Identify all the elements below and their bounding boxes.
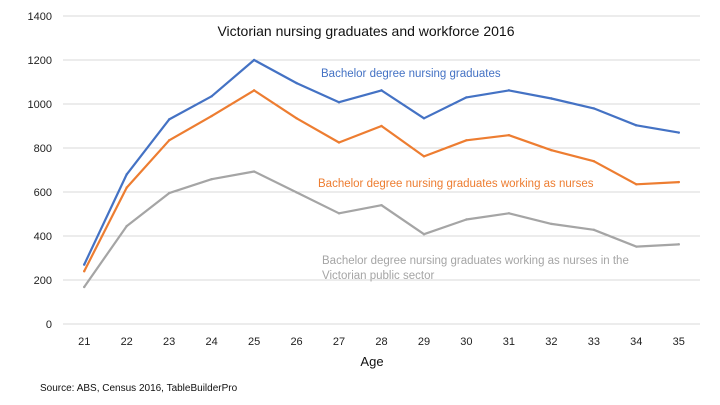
y-tick-label: 0 (46, 319, 52, 331)
data-point (465, 139, 468, 142)
x-tick-label: 27 (333, 336, 345, 348)
data-point (295, 117, 298, 120)
data-point (252, 89, 256, 92)
source-note: Source: ABS, Census 2016, TableBuilderPr… (40, 383, 238, 394)
x-tick-label: 25 (248, 336, 260, 348)
x-tick-label: 28 (375, 336, 387, 348)
series-label-line: Victorian public sector (322, 270, 434, 282)
data-point (295, 81, 298, 85)
data-point (337, 212, 341, 215)
data-point (550, 149, 553, 152)
x-tick-label: 26 (290, 336, 302, 348)
data-point (635, 245, 638, 248)
series-label-line: Bachelor degree nursing graduates workin… (322, 255, 629, 267)
data-point (380, 124, 383, 128)
y-tick-label: 800 (34, 143, 52, 155)
data-point (125, 173, 128, 176)
y-tick-label: 600 (34, 187, 52, 199)
y-tick-label: 200 (34, 275, 52, 287)
series-label-line: Bachelor degree nursing graduates (321, 68, 501, 80)
x-tick-labels: 21 22 23 24 25 26 27 28 29 30 31 32 33 34 35 (78, 336, 685, 348)
x-tick-label: 22 (121, 336, 133, 348)
data-point (465, 218, 468, 221)
data-point (677, 131, 680, 134)
data-point (167, 139, 171, 142)
x-tick-label: 30 (460, 336, 472, 348)
x-tick-label: 24 (206, 336, 218, 348)
data-point (252, 58, 256, 62)
data-point (550, 222, 553, 226)
data-point (210, 95, 213, 98)
x-tick-label: 23 (163, 336, 175, 348)
x-tick-label: 32 (545, 336, 557, 348)
series-lines (83, 58, 680, 289)
data-point (635, 124, 638, 127)
data-point (677, 243, 680, 246)
series-label-line: Bachelor degree nursing graduates workin… (318, 178, 594, 190)
data-point (550, 97, 553, 100)
series-labels: Bachelor degree nursing graduates Bachelo… (318, 68, 629, 282)
series-label-2: Bachelor degree nursing graduates workin… (318, 178, 594, 190)
data-point (592, 107, 596, 110)
data-point (210, 114, 213, 118)
y-tick-label: 1200 (28, 55, 52, 67)
x-tick-label: 33 (588, 336, 600, 348)
data-point (83, 263, 86, 266)
data-point (167, 118, 171, 121)
y-tick-label: 400 (34, 231, 52, 243)
data-point (210, 178, 213, 181)
data-point (422, 155, 426, 158)
data-point (635, 183, 638, 186)
data-point (507, 89, 511, 92)
data-point (380, 89, 383, 92)
x-tick-label: 29 (418, 336, 430, 348)
data-point (125, 224, 128, 228)
x-tick-label: 31 (503, 336, 515, 348)
data-point (167, 191, 171, 195)
data-point (592, 228, 596, 232)
data-point (677, 180, 680, 184)
y-tick-labels: 0 200 400 600 800 1000 1200 1400 (28, 11, 52, 331)
y-tick-label: 1000 (28, 99, 52, 111)
series-label-1: Bachelor degree nursing graduates (321, 68, 501, 80)
data-point (422, 233, 426, 236)
x-axis-label: Age (360, 354, 383, 369)
data-point (83, 270, 86, 273)
data-point (507, 212, 511, 215)
y-tick-label: 1400 (28, 11, 52, 23)
data-point (465, 96, 468, 99)
x-tick-label: 21 (78, 336, 90, 348)
data-point (380, 204, 383, 207)
data-point (125, 186, 128, 189)
data-point (337, 101, 341, 104)
x-tick-label: 34 (630, 336, 642, 348)
data-point (507, 134, 511, 137)
data-point (337, 141, 341, 144)
data-point (295, 191, 298, 194)
data-point (592, 160, 596, 163)
data-point (252, 170, 256, 173)
data-point (83, 285, 86, 289)
x-tick-label: 35 (673, 336, 685, 348)
chart-title: Victorian nursing graduates and workforc… (217, 23, 514, 39)
data-point (422, 117, 426, 120)
series-label-3: Bachelor degree nursing graduates workin… (322, 255, 629, 282)
